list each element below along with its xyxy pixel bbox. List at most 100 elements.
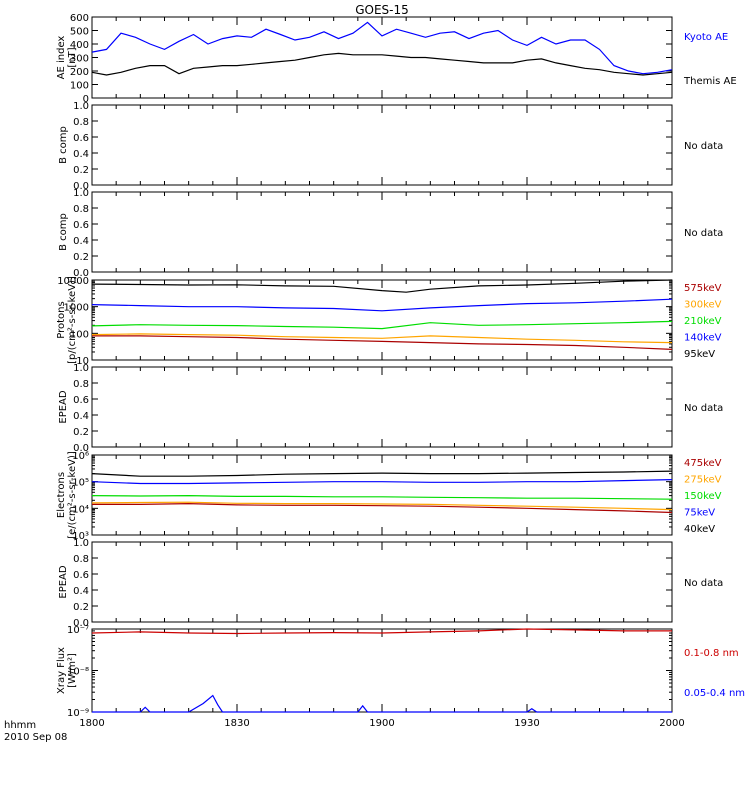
y-axis-label: AE index[nT] <box>56 36 78 80</box>
y-tick-label: 0.8 <box>73 379 89 390</box>
no-data-label: No data <box>684 578 723 589</box>
panel-epead2: 0.0 0.2 0.4 0.6 0.8 1.0 EPEAD No data <box>58 538 723 629</box>
y-axis-label: Xray Flux[W/m²] <box>56 647 78 694</box>
panel-frame <box>91 366 673 448</box>
legend-entry: 75keV <box>684 508 715 519</box>
legend-entry: 475keV <box>684 458 722 469</box>
y-tick-label: 0 <box>83 94 89 105</box>
y-tick-label: 300 <box>70 54 89 65</box>
panels: 0 100 200 300 400 500 600 AE index[nT] Kyoto AE T… <box>56 13 745 729</box>
series-line-kyoto-ae <box>91 21 673 75</box>
legend-entry: 140keV <box>684 333 722 344</box>
series-line-575kev <box>92 335 673 350</box>
x-tick-label: 1900 <box>369 718 394 729</box>
date-caption: 2010 Sep 08 <box>4 732 67 743</box>
panel-frame <box>91 191 673 273</box>
y-tick-label: 0.2 <box>73 165 89 176</box>
series-line-140kev <box>91 298 673 312</box>
panel-frame <box>91 16 673 99</box>
panel-frame <box>91 541 673 623</box>
y-tick-label: 10⁻⁷ <box>67 625 89 636</box>
y-tick-label: 0.6 <box>73 133 89 144</box>
y-tick-label: 0.6 <box>73 220 89 231</box>
y-tick-label: 0.0 <box>73 618 89 629</box>
y-tick-label: 0.8 <box>73 204 89 215</box>
x-tick-label: 2000 <box>659 718 684 729</box>
chart-title: GOES-15 <box>355 3 409 17</box>
no-data-label: No data <box>684 141 723 152</box>
y-tick-label: 0.2 <box>73 602 89 613</box>
y-tick-label: 100 <box>70 81 89 92</box>
series-line-75kev <box>91 479 673 485</box>
y-tick-label: 1.0 <box>73 101 89 112</box>
panel-frame <box>91 628 673 713</box>
y-tick-label: 10⁵ <box>72 478 89 489</box>
y-tick-label: 0.4 <box>73 149 89 160</box>
y-tick-label: 0.4 <box>73 236 89 247</box>
panel-ae: 0 100 200 300 400 500 600 AE index[nT] Kyoto AE T… <box>56 13 737 105</box>
no-data-label: No data <box>684 403 723 414</box>
legend-entry: 300keV <box>684 300 722 311</box>
x-tick-label: 1800 <box>79 718 104 729</box>
y-tick-label: 0.6 <box>73 570 89 581</box>
y-tick-label: 0.2 <box>73 427 89 438</box>
y-axis-label: B comp <box>58 213 69 251</box>
series-line-0-05-0-4-nm <box>92 694 672 713</box>
x-tick-label: 1830 <box>224 718 249 729</box>
legend-entry: 0.05-0.4 nm <box>684 688 745 699</box>
y-tick-label: 0.4 <box>73 586 89 597</box>
y-tick-label: 10⁶ <box>72 451 89 462</box>
panel-bcomp1: 0.0 0.2 0.4 0.6 0.8 1.0 B comp No data <box>58 101 723 192</box>
panel-bcomp2: 0.0 0.2 0.4 0.6 0.8 1.0 B comp No data <box>58 188 723 279</box>
y-tick-label: 0.0 <box>73 443 89 454</box>
y-tick-label: 400 <box>70 40 89 51</box>
panel-frame <box>91 279 673 361</box>
y-tick-label: 0.2 <box>73 252 89 263</box>
y-tick-label: 600 <box>70 13 89 24</box>
y-tick-label: 1.0 <box>73 363 89 374</box>
panel-frame <box>91 454 673 536</box>
legend-entry: 275keV <box>684 475 722 486</box>
y-tick-label: 0.0 <box>73 181 89 192</box>
y-tick-label: 0.0 <box>73 268 89 279</box>
panel-epead1: 0.0 0.2 0.4 0.6 0.8 1.0 EPEAD No data <box>58 363 723 454</box>
x-tick-label: 1930 <box>514 718 539 729</box>
legend-entry: 575keV <box>684 283 722 294</box>
legend-entry: 40keV <box>684 524 715 535</box>
series-line-275kev <box>91 501 673 511</box>
panel-xray: 10⁻⁹ 10⁻⁸ 10⁻⁷ Xray Flux[W/m²] 0.1-0.8 nm 0.0… <box>56 625 745 719</box>
y-tick-label: 100 <box>70 329 89 340</box>
series-line-210kev <box>91 320 673 330</box>
y-axis-label: EPEAD <box>58 565 69 599</box>
y-tick-label: 0.4 <box>73 411 89 422</box>
y-axis-label: B comp <box>58 126 69 164</box>
legend-entry: 210keV <box>684 316 722 327</box>
y-tick-label: 500 <box>70 27 89 38</box>
y-tick-label: 1.0 <box>73 188 89 199</box>
legend-entry: Kyoto AE <box>684 32 728 43</box>
y-tick-label: 1000 <box>64 303 89 314</box>
y-tick-label: 10000 <box>57 276 89 287</box>
legend-entry: Themis AE <box>683 76 737 87</box>
series-line-themis-ae <box>91 52 673 76</box>
y-tick-label: 200 <box>70 67 89 78</box>
y-tick-label: 10⁻⁹ <box>67 708 89 719</box>
y-tick-label: 10³ <box>72 531 89 542</box>
y-tick-label: 0.6 <box>73 395 89 406</box>
y-tick-label: 0.8 <box>73 117 89 128</box>
legend-entry: 150keV <box>684 491 722 502</box>
legend-entry: 0.1-0.8 nm <box>684 648 739 659</box>
legend-entry: 95keV <box>684 349 715 360</box>
y-tick-label: 10⁴ <box>72 504 89 515</box>
y-tick-label: 10 <box>76 356 89 367</box>
series-line-0-1-0-8-nm <box>91 628 672 635</box>
y-axis-label: Electrons[e/(cm²-s-sr-keV)] <box>56 451 78 539</box>
series-line-40kev <box>91 470 673 477</box>
series-line-150kev <box>91 494 673 500</box>
y-axis-label: Protons[p/(cm²-s-sr-keV)] <box>56 276 78 364</box>
y-axis-label: EPEAD <box>58 390 69 424</box>
y-tick-label: 1.0 <box>73 538 89 549</box>
no-data-label: No data <box>684 228 723 239</box>
